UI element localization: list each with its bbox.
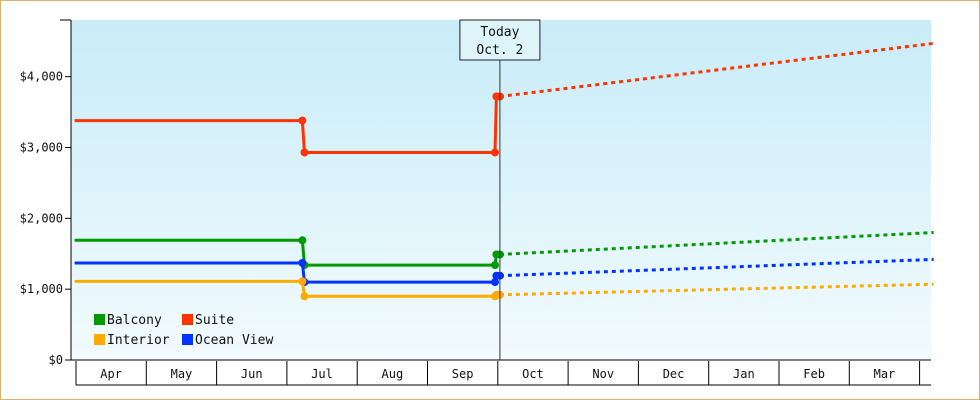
series-interior <box>74 277 934 301</box>
x-tick-label: Apr <box>100 367 122 381</box>
forecast-line-balcony <box>499 231 934 256</box>
x-tick-label: Jun <box>241 367 263 381</box>
data-point-suite <box>490 148 499 157</box>
legend: Balcony Suite Interior Ocean View <box>94 313 273 348</box>
legend-label: Interior <box>107 333 170 348</box>
series-suite <box>74 41 934 157</box>
plot-area <box>71 20 931 360</box>
data-point-interior <box>300 292 309 301</box>
legend-label: Balcony <box>107 313 162 328</box>
data-point-suite <box>298 116 307 125</box>
legend-item-suite: Suite <box>182 313 234 328</box>
y-tick-label: $1,000 <box>20 282 63 296</box>
x-tick-label: May <box>171 367 193 381</box>
forecast-line-suite <box>499 41 934 98</box>
legend-item-balcony: Balcony <box>94 313 162 328</box>
x-tick-label: Sep <box>452 367 474 381</box>
x-tick-label: Aug <box>382 367 404 381</box>
x-tick-label: Jan <box>733 367 755 381</box>
legend-label: Ocean View <box>195 333 273 348</box>
x-tick-label: Feb <box>803 367 825 381</box>
forecast-line-ocean-view <box>499 257 934 278</box>
y-tick-label: $3,000 <box>20 141 63 155</box>
forecast-line-interior <box>499 282 934 297</box>
series-balcony <box>74 231 934 270</box>
legend-swatch <box>94 314 105 325</box>
data-point-balcony <box>298 236 307 245</box>
legend-label: Suite <box>195 313 234 328</box>
x-tick-label: Mar <box>874 367 896 381</box>
data-point-ocean-view <box>298 258 307 267</box>
x-tick-label: Oct <box>522 367 544 381</box>
data-point-ocean-view <box>490 278 499 287</box>
x-tick-label: Dec <box>663 367 685 381</box>
legend-item-interior: Interior <box>94 333 170 348</box>
data-point-balcony <box>490 261 499 270</box>
data-point-suite <box>300 148 309 157</box>
x-axis: Apr May Jun Jul Aug Sep Oct Nov Dec Jan Feb Mar <box>71 359 931 386</box>
series-layer <box>74 41 934 301</box>
y-tick-label: $0 <box>49 353 63 367</box>
legend-item-ocean-view: Ocean View <box>182 333 273 348</box>
x-tick-label: Jul <box>311 367 333 381</box>
legend-swatch <box>182 314 193 325</box>
data-point-interior <box>298 277 307 286</box>
legend-swatch <box>94 334 105 345</box>
today-date: Oct. 2 <box>476 43 523 58</box>
today-label: Today <box>480 25 519 40</box>
y-tick-label: $4,000 <box>20 70 63 84</box>
y-tick-label: $2,000 <box>20 211 63 225</box>
x-tick-label: Nov <box>592 367 614 381</box>
y-axis: $0 $1,000 $2,000 $3,000 $4,000 <box>20 19 72 367</box>
today-marker: Today Oct. 2 <box>459 19 541 360</box>
today-box <box>459 19 541 61</box>
legend-swatch <box>182 334 193 345</box>
